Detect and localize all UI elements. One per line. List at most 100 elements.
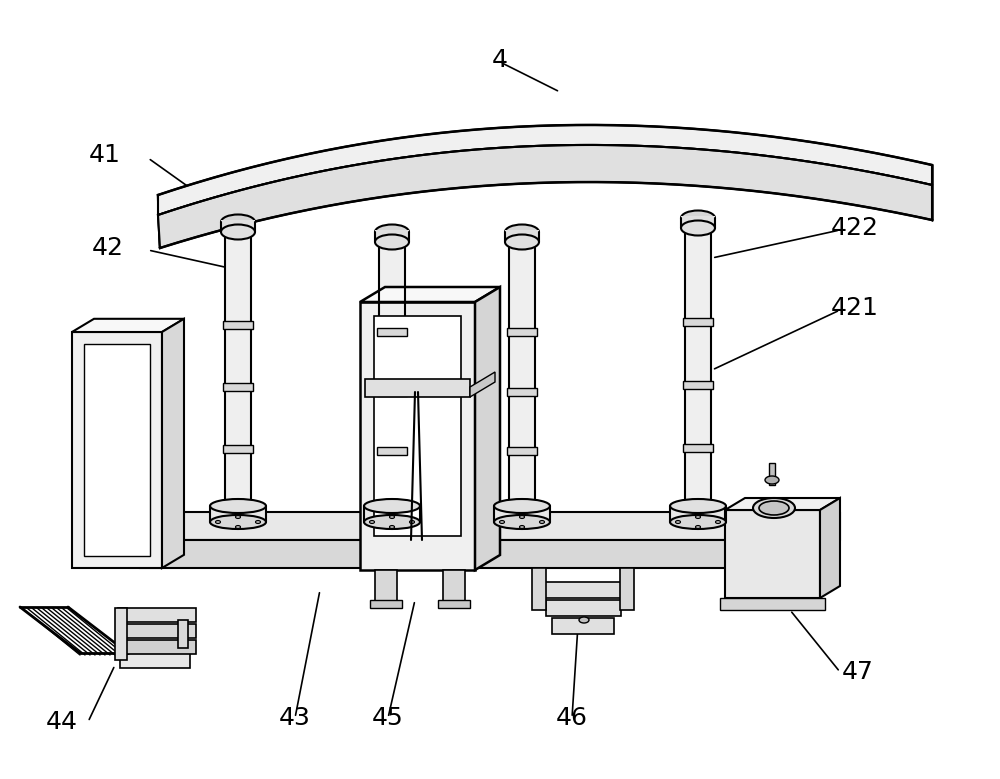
Ellipse shape (670, 515, 726, 529)
Ellipse shape (670, 499, 726, 513)
Ellipse shape (216, 520, 220, 523)
Bar (685, 228, 711, 514)
Ellipse shape (210, 515, 266, 529)
Ellipse shape (390, 526, 394, 528)
Polygon shape (820, 498, 840, 598)
Bar (507, 447, 537, 456)
Bar (509, 242, 535, 514)
Ellipse shape (236, 526, 240, 528)
Ellipse shape (765, 476, 779, 484)
Ellipse shape (759, 501, 789, 515)
Polygon shape (360, 287, 500, 302)
Text: 41: 41 (89, 143, 121, 167)
Bar (377, 328, 407, 336)
Text: 45: 45 (372, 706, 404, 730)
Bar (546, 600, 621, 616)
Bar (223, 383, 253, 391)
Ellipse shape (410, 520, 415, 523)
Ellipse shape (540, 520, 544, 523)
Bar (377, 388, 407, 396)
Bar (364, 506, 420, 522)
Bar (375, 230, 409, 242)
Bar (178, 620, 188, 648)
Polygon shape (805, 512, 840, 568)
Ellipse shape (494, 499, 550, 513)
Polygon shape (158, 145, 932, 248)
Bar (118, 608, 196, 622)
Bar (505, 230, 539, 242)
Bar (225, 232, 251, 514)
Bar (507, 328, 537, 336)
Bar (210, 506, 266, 522)
Ellipse shape (500, 520, 505, 523)
Bar (118, 640, 196, 654)
Bar (683, 381, 713, 390)
Text: 46: 46 (556, 706, 588, 730)
Ellipse shape (716, 520, 720, 523)
Bar (365, 379, 470, 397)
Ellipse shape (494, 515, 550, 529)
Ellipse shape (579, 617, 589, 623)
Ellipse shape (681, 220, 715, 235)
Ellipse shape (375, 234, 409, 249)
Ellipse shape (390, 516, 394, 519)
Ellipse shape (505, 224, 539, 239)
Bar (507, 388, 537, 396)
Bar (360, 302, 475, 570)
Ellipse shape (210, 499, 266, 513)
Bar (118, 624, 196, 638)
Ellipse shape (505, 234, 539, 249)
Bar (438, 600, 470, 608)
Bar (370, 600, 402, 608)
Polygon shape (470, 372, 495, 397)
Ellipse shape (696, 526, 700, 528)
Bar (552, 618, 614, 634)
Polygon shape (158, 125, 932, 215)
Ellipse shape (375, 224, 409, 239)
Bar (72, 332, 162, 568)
Bar (494, 506, 550, 522)
Polygon shape (140, 540, 805, 568)
Bar (115, 608, 127, 660)
Bar (670, 506, 726, 522)
Bar (769, 463, 775, 485)
Bar (540, 582, 628, 598)
Ellipse shape (364, 499, 420, 513)
Bar (223, 445, 253, 453)
Bar (443, 570, 465, 602)
Ellipse shape (256, 520, 260, 523)
Bar (221, 220, 255, 232)
Ellipse shape (681, 210, 715, 225)
Polygon shape (475, 287, 500, 570)
Ellipse shape (364, 515, 420, 529)
Bar (223, 321, 253, 329)
Bar (374, 316, 461, 536)
Bar (532, 568, 546, 610)
Text: 422: 422 (831, 216, 879, 240)
Text: 47: 47 (842, 660, 874, 684)
Bar (379, 242, 405, 514)
Polygon shape (725, 498, 840, 510)
Ellipse shape (236, 516, 240, 519)
Bar (725, 510, 820, 598)
Ellipse shape (520, 526, 524, 528)
Text: 42: 42 (92, 236, 124, 260)
Text: 44: 44 (46, 710, 78, 734)
Ellipse shape (696, 516, 700, 519)
Bar (683, 444, 713, 453)
Bar (681, 216, 715, 228)
Bar (377, 447, 407, 456)
Ellipse shape (753, 498, 795, 518)
Text: 4: 4 (492, 48, 508, 72)
Ellipse shape (221, 214, 255, 230)
Polygon shape (72, 319, 184, 332)
Ellipse shape (676, 520, 680, 523)
Bar (120, 650, 190, 668)
Polygon shape (140, 512, 840, 540)
Text: 43: 43 (279, 706, 311, 730)
Ellipse shape (520, 516, 524, 519)
Ellipse shape (370, 520, 374, 523)
Bar (620, 568, 634, 610)
Bar (84, 344, 150, 556)
Polygon shape (162, 319, 184, 568)
